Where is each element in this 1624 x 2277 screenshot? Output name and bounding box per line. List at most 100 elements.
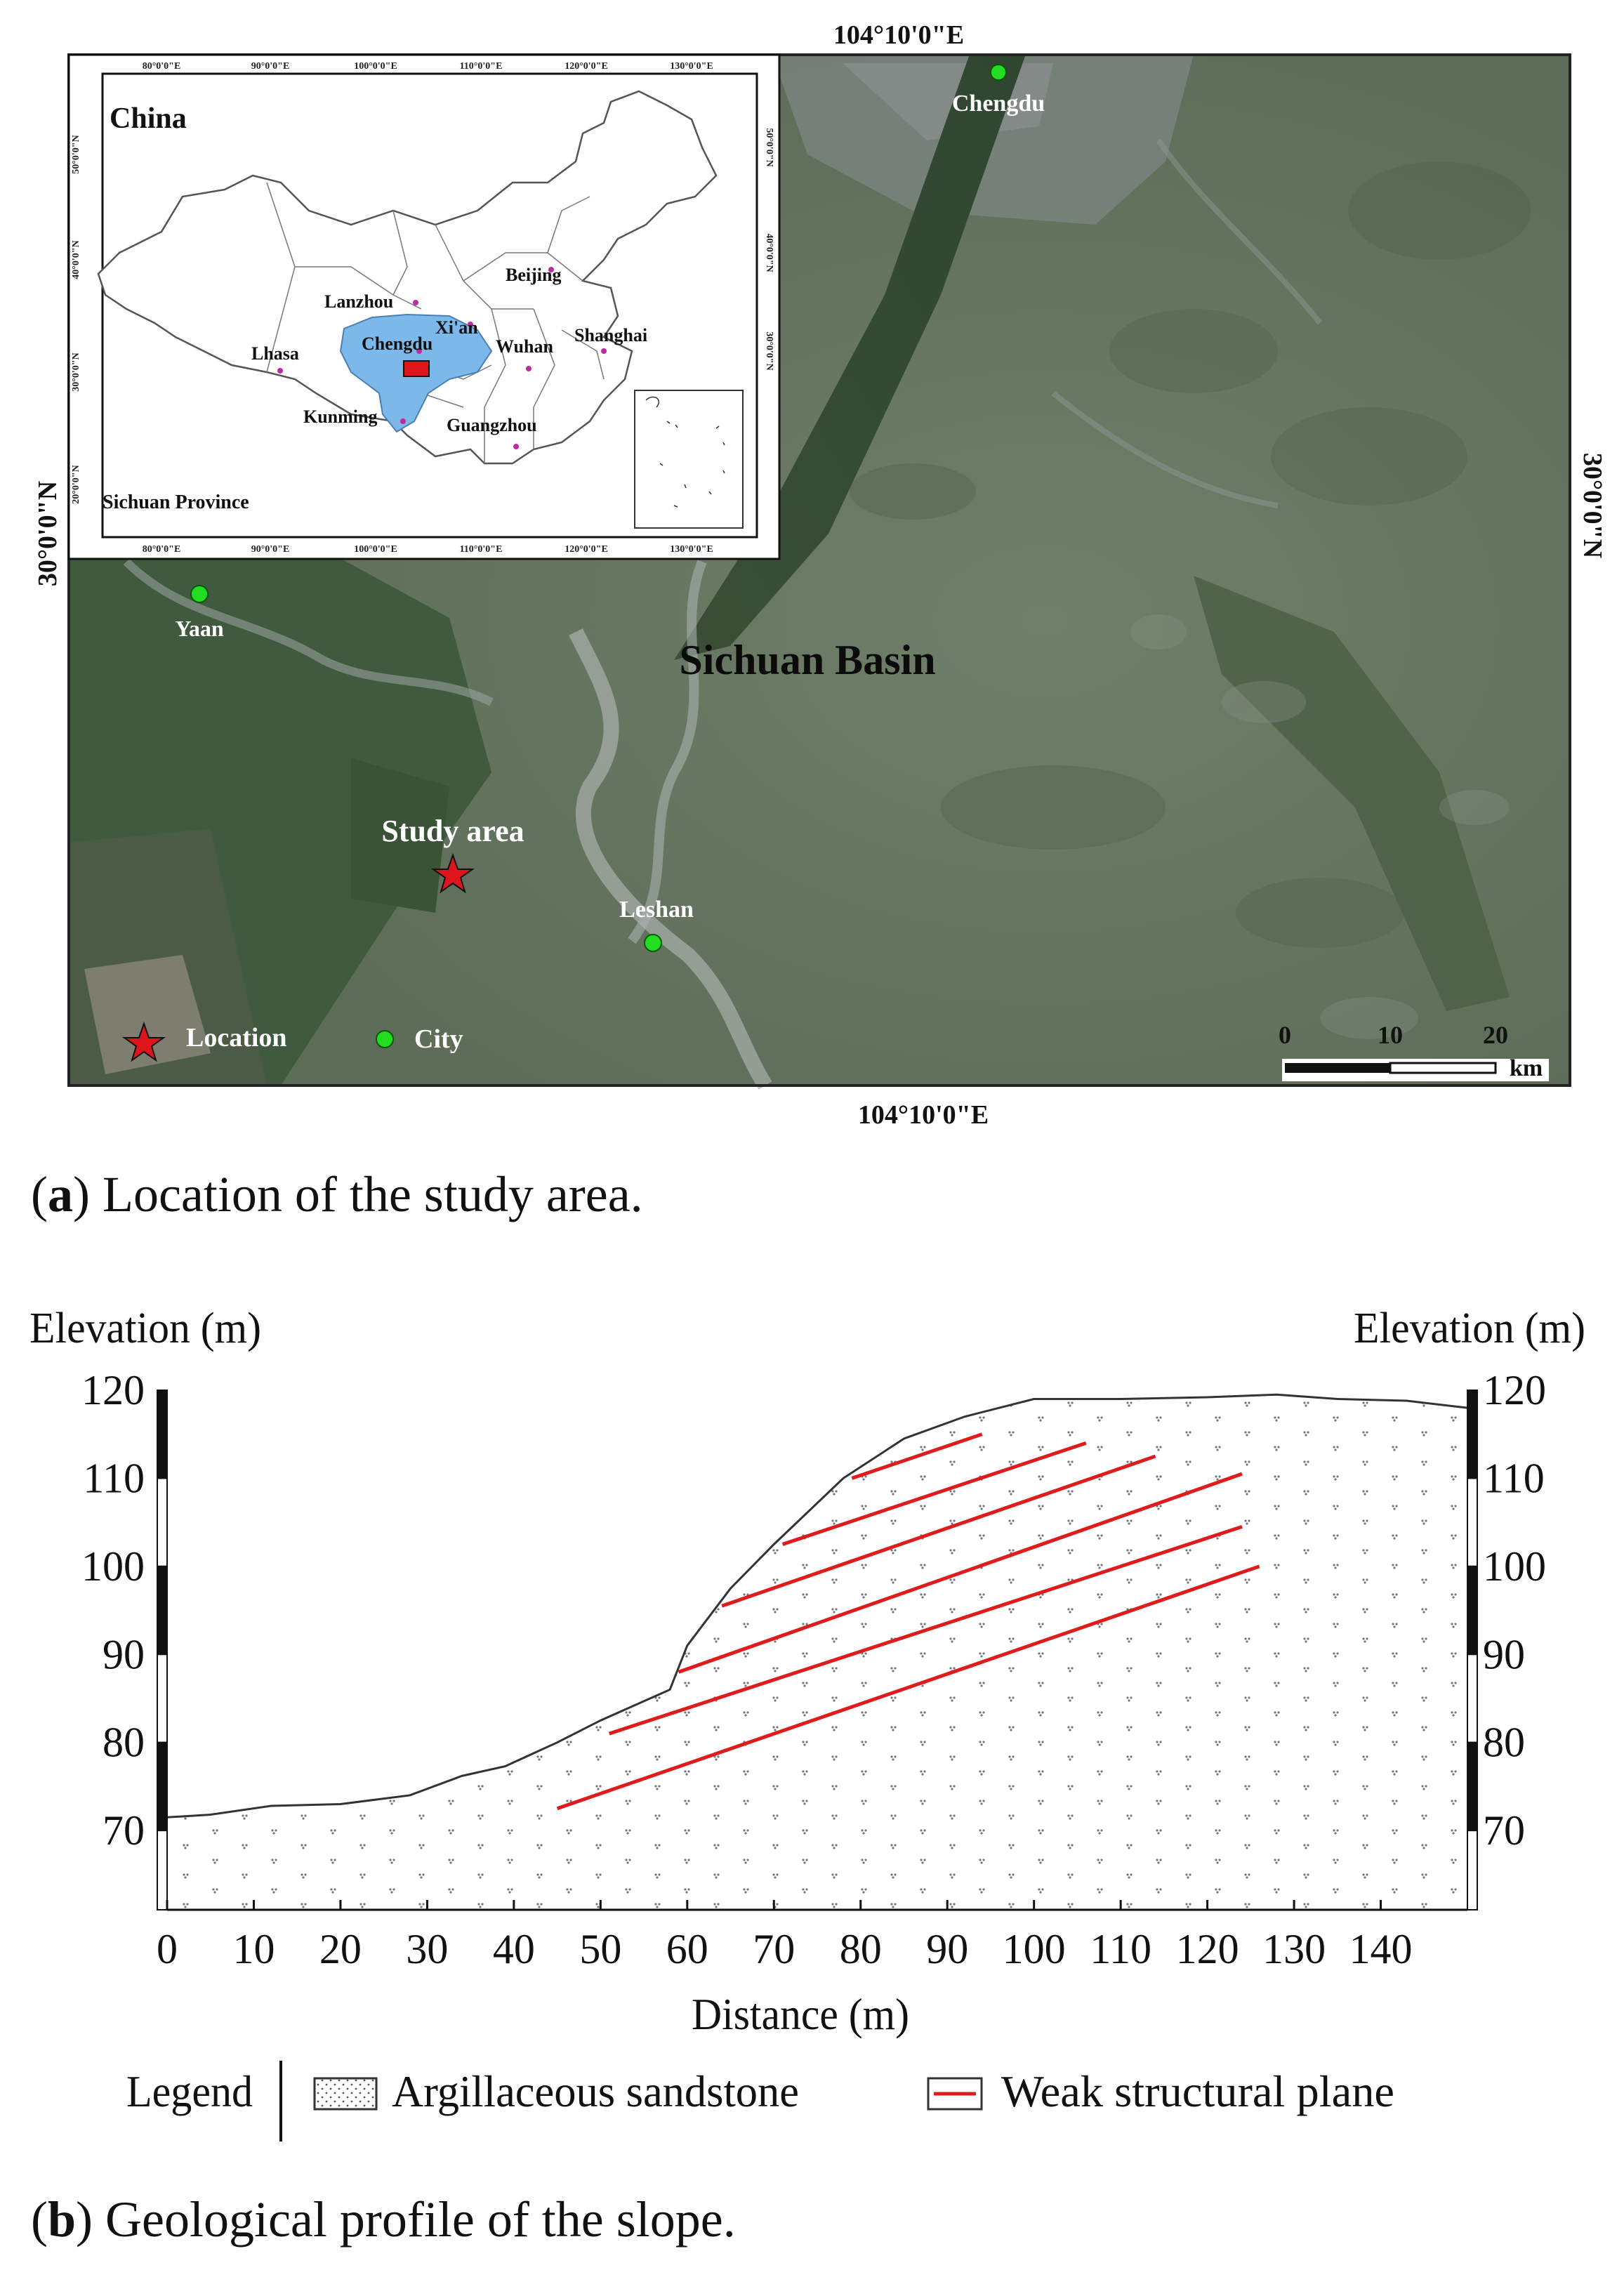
elevation-label-left: Elevation (m) [29, 1305, 261, 1352]
inset-city-label: Guangzhou [447, 415, 537, 435]
weak-plane-2 [608, 1525, 1243, 1736]
geological-profile-chart: Elevation (m) Elevation (m) 120110100908… [29, 1305, 1585, 2141]
legend-location-label: Location [186, 1023, 287, 1052]
inset-city-label: Kunming [303, 407, 378, 427]
map-legend: Location City [121, 1021, 463, 1062]
satellite-imagery [67, 53, 1571, 1090]
x-tick-label: 40 [493, 1926, 535, 1972]
y-tick-label-left: 110 [83, 1455, 145, 1501]
weak-plane-1 [556, 1564, 1260, 1811]
city-chengdu: Chengdu [952, 64, 1045, 117]
x-tick-label: 30 [406, 1926, 448, 1972]
axis-scale-bar [157, 1390, 168, 1479]
y-axis-right: 120 110 100 90 80 70 [1467, 1367, 1546, 1911]
elevation-label-right: Elevation (m) [1354, 1305, 1585, 1352]
axis-scale-bar [157, 1741, 168, 1832]
city-marker [190, 585, 209, 603]
profile-plot-area [166, 1393, 1468, 1911]
scale-tick-10: 10 [1378, 1021, 1403, 1049]
axis-scale-bar [1467, 1654, 1478, 1743]
city-leshan: Leshan [619, 897, 694, 952]
x-tick-label: 20 [319, 1926, 362, 1972]
city-label: Leshan [619, 897, 694, 923]
y-tick-label-left: 100 [81, 1543, 145, 1590]
x-tick-label: 0 [157, 1926, 178, 1972]
profile-legend: Legend Argillaceous sandstone Weak struc… [126, 2061, 1394, 2141]
inset-lat-tick: 30°0'0"N [71, 352, 81, 391]
x-tick-label: 10 [232, 1926, 275, 1972]
inset-title: China [110, 103, 187, 135]
inset-lon-tick: 130°0'0"E [670, 544, 713, 555]
y-tick-label-right: 120 [1483, 1367, 1546, 1413]
city-marker [990, 64, 1007, 81]
inset-subtitle: Sichuan Province [103, 491, 249, 513]
weak-plane-6 [851, 1432, 983, 1480]
y-tick-label-right: 70 [1483, 1807, 1525, 1854]
y-tick-label-right: 80 [1483, 1720, 1525, 1766]
inset-city-label: Xi'an [435, 317, 478, 338]
x-tick-label: 120 [1176, 1926, 1239, 1972]
x-tick-label: 90 [926, 1926, 968, 1972]
inset-lat-tick: 50°0'0"N [764, 128, 774, 166]
caption-a-letter: a [47, 1166, 73, 1222]
inset-lon-tick: 110°0'0"E [460, 544, 503, 555]
inset-lat-tick: 30°0'0"N [764, 331, 774, 370]
inset-city-label: Chengdu [362, 334, 433, 354]
caption-b: (b) Geological profile of the slope. [31, 2191, 736, 2248]
city-label: Yaan [175, 616, 224, 641]
inset-lon-tick: 80°0'0"E [143, 544, 181, 555]
location-star-icon [121, 1021, 166, 1062]
scale-unit: km [1510, 1055, 1543, 1081]
inset-city-label: Beijing [506, 265, 561, 285]
caption-a-text: Location of the study area. [102, 1166, 643, 1222]
axis-scale-bar [1467, 1741, 1478, 1832]
caption-b-letter: b [47, 2191, 77, 2248]
legend-plane-label: Weak structural plane [1001, 2066, 1394, 2116]
inset-lon-tick: 100°0'0"E [354, 61, 397, 72]
legend-city-dot [376, 1030, 394, 1048]
study-area-box [403, 360, 430, 377]
inset-lat-tick: 40°0'0"N [71, 240, 81, 279]
axis-scale-bar [157, 1830, 168, 1911]
caption-a: (a) Location of the study area. [31, 1166, 643, 1222]
y-tick-label-right: 100 [1483, 1543, 1546, 1590]
city-marker [644, 934, 662, 952]
y-axis-left: 120 110 100 90 80 70 [81, 1367, 168, 1911]
weak-plane-4 [721, 1454, 1156, 1608]
x-tick-label: 70 [753, 1926, 795, 1972]
x-tick-label: 130 [1262, 1926, 1326, 1972]
inset-lon-tick: 90°0'0"E [251, 61, 290, 72]
x-tick-label: 100 [1003, 1926, 1066, 1972]
study-area: Study area [381, 814, 524, 894]
legend-city-label: City [414, 1024, 463, 1054]
inset-city-label: Wuhan [496, 336, 553, 357]
rock-body [167, 1394, 1467, 1910]
coord-right-label: 30°0'0"N [1578, 453, 1607, 558]
scale-bar: 0 10 20 km [1279, 1021, 1549, 1081]
coord-top-label: 104°10'0"E [833, 20, 964, 50]
scale-tick-20: 20 [1483, 1021, 1508, 1049]
inset-city-label: Lanzhou [324, 291, 393, 312]
y-tick-label-left: 80 [103, 1720, 145, 1766]
x-tick-label: 110 [1090, 1926, 1151, 1972]
x-tick-label: 60 [666, 1926, 708, 1972]
axis-scale-bar [1467, 1565, 1478, 1656]
x-tick-label: 50 [579, 1926, 621, 1972]
caption-b-text: Geological profile of the slope. [105, 2191, 736, 2248]
inset-lon-tick: 120°0'0"E [565, 61, 608, 72]
city-label: Chengdu [952, 91, 1045, 117]
y-tick-label-left: 70 [103, 1807, 145, 1854]
x-tick-label: 140 [1349, 1926, 1413, 1972]
axis-scale-bar [1467, 1477, 1478, 1567]
axis-scale-bar [157, 1477, 168, 1567]
inset-lon-tick: 120°0'0"E [565, 544, 608, 555]
y-tick-label-left: 120 [81, 1367, 145, 1413]
x-axis: 0 10 20 30 40 50 60 70 80 90 100 110 120 130 140 [157, 1900, 1413, 1972]
y-tick-label-left: 90 [103, 1631, 145, 1677]
y-tick-label-right: 110 [1483, 1455, 1545, 1501]
inset-lon-tick: 80°0'0"E [143, 61, 181, 72]
inset-lon-tick: 90°0'0"E [251, 544, 290, 555]
axis-scale-bar [157, 1565, 168, 1656]
study-area-star-icon [430, 852, 475, 894]
weak-plane-5 [781, 1441, 1087, 1546]
